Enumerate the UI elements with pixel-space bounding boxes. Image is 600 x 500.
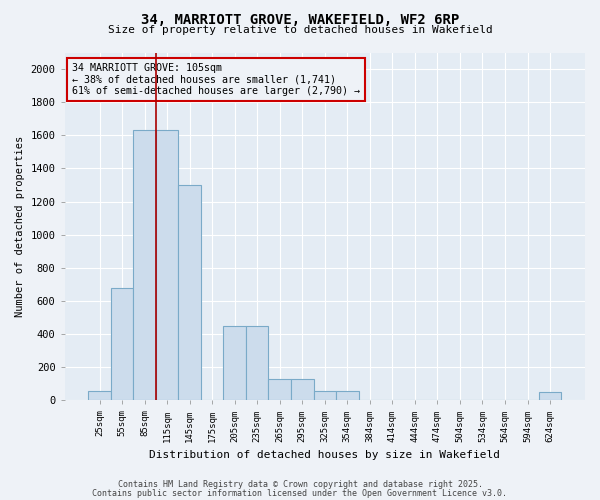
Bar — [88, 392, 111, 400]
Bar — [178, 185, 201, 400]
Bar — [111, 288, 133, 401]
Bar — [156, 130, 178, 400]
Text: Contains HM Land Registry data © Crown copyright and database right 2025.: Contains HM Land Registry data © Crown c… — [118, 480, 482, 489]
Bar — [246, 326, 268, 400]
Bar — [223, 326, 246, 400]
X-axis label: Distribution of detached houses by size in Wakefield: Distribution of detached houses by size … — [149, 450, 500, 460]
Text: Size of property relative to detached houses in Wakefield: Size of property relative to detached ho… — [107, 25, 493, 35]
Bar — [314, 392, 336, 400]
Text: Contains public sector information licensed under the Open Government Licence v3: Contains public sector information licen… — [92, 489, 508, 498]
Bar — [133, 130, 156, 400]
Bar — [291, 379, 314, 400]
Y-axis label: Number of detached properties: Number of detached properties — [15, 136, 25, 317]
Bar — [539, 392, 562, 400]
Text: 34, MARRIOTT GROVE, WAKEFIELD, WF2 6RP: 34, MARRIOTT GROVE, WAKEFIELD, WF2 6RP — [141, 12, 459, 26]
Bar — [336, 392, 359, 400]
Bar — [268, 379, 291, 400]
Text: 34 MARRIOTT GROVE: 105sqm
← 38% of detached houses are smaller (1,741)
61% of se: 34 MARRIOTT GROVE: 105sqm ← 38% of detac… — [73, 63, 361, 96]
